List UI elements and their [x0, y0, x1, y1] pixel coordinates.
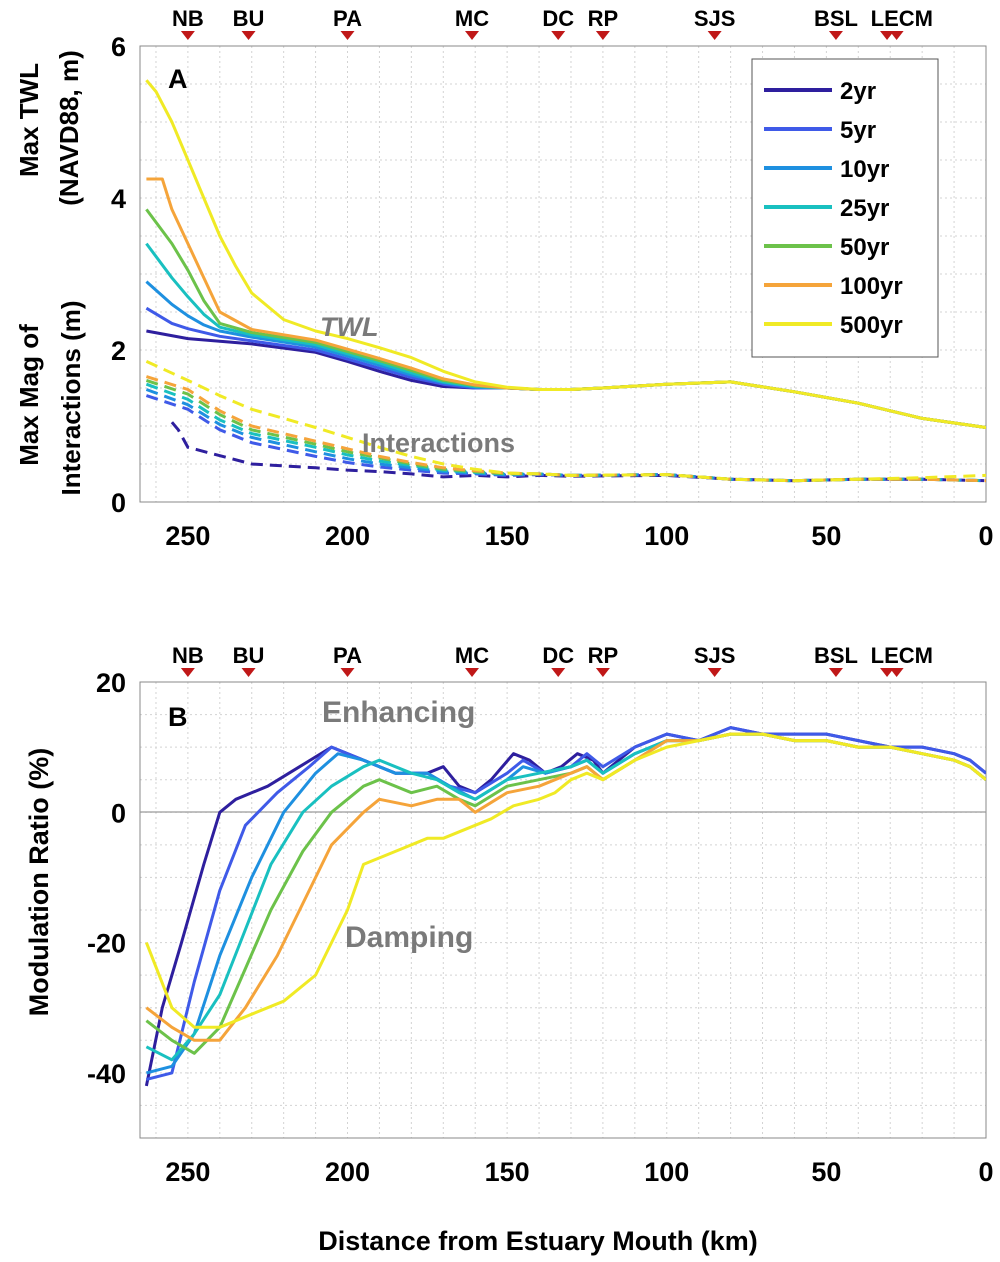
x-tick-label: 50	[811, 521, 841, 551]
ylabel-a-line4: Interactions (m)	[56, 300, 86, 495]
y-tick-label: -20	[87, 929, 126, 959]
station-label: LECM	[871, 643, 933, 668]
x-tick-label: 50	[811, 1157, 841, 1187]
station-label: SJS	[694, 6, 736, 31]
legend-label: 500yr	[840, 312, 903, 339]
station-marker	[340, 668, 355, 677]
station-marker	[889, 31, 904, 40]
y-tick-label: 4	[111, 184, 126, 214]
stations-b: NB BU PA MC DC RP SJS BSL LECM	[172, 643, 933, 677]
x-tick-label: 250	[165, 521, 210, 551]
legend-label: 2yr	[840, 78, 876, 105]
x-tick-label: 100	[644, 521, 689, 551]
station-label: BU	[233, 643, 265, 668]
station-marker	[551, 31, 566, 40]
station-marker	[595, 668, 610, 677]
stations-a: NB BU PA MC DC RP SJS BSL LECM	[172, 6, 933, 40]
station-label: LECM	[871, 6, 933, 31]
station-marker	[889, 668, 904, 677]
legend-label: 10yr	[840, 156, 889, 183]
station-marker	[465, 31, 480, 40]
series-line-5yr	[146, 726, 986, 1081]
series-lines-a	[145, 79, 986, 483]
xlabel-b: Distance from Estuary Mouth (km)	[318, 1226, 758, 1256]
legend-label: 50yr	[840, 234, 889, 261]
station-label: NB	[172, 643, 204, 668]
x-tick-label: 0	[978, 1157, 993, 1187]
station-label: DC	[542, 6, 574, 31]
y-tick-label: 0	[111, 798, 126, 828]
ylabel-b: Modulation Ratio (%)	[24, 748, 54, 1016]
annotation-damping: Damping	[345, 921, 473, 954]
y-tick-label: 2	[111, 336, 126, 366]
series-interactions-2yr	[170, 421, 986, 483]
x-tick-label: 250	[165, 1157, 210, 1187]
station-label: BSL	[814, 6, 858, 31]
y-tick-label: 6	[111, 32, 126, 62]
legend-label: 25yr	[840, 195, 889, 222]
x-tick-label: 150	[485, 1157, 530, 1187]
panel-b: 250 200 150 100 50 0 -40 -20 0 20 NB BU PA MC DC RP SJS…	[24, 643, 994, 1256]
ticks-b: 250 200 150 100 50 0 -40 -20 0 20	[87, 668, 994, 1187]
station-marker	[180, 31, 195, 40]
station-label: MC	[455, 6, 489, 31]
station-marker	[465, 668, 480, 677]
plot-area-a-frame	[139, 45, 987, 503]
station-marker	[241, 31, 256, 40]
annotation-twl: TWL	[320, 312, 378, 342]
y-tick-label: 0	[111, 488, 126, 518]
x-tick-label: 0	[978, 521, 993, 551]
station-label: NB	[172, 6, 204, 31]
annotation-interactions: Interactions	[362, 428, 515, 458]
plot-area-b-frame	[139, 681, 987, 1139]
station-label: RP	[588, 6, 619, 31]
station-marker	[880, 31, 895, 40]
y-tick-label: -40	[87, 1059, 126, 1089]
y-tick-label: 20	[96, 668, 126, 698]
station-label: RP	[588, 643, 619, 668]
station-marker	[880, 668, 895, 677]
station-label: DC	[542, 643, 574, 668]
ticks-a: 250 200 150 100 50 0 0 2 4 6	[111, 32, 994, 551]
station-marker	[551, 668, 566, 677]
station-label: PA	[333, 6, 362, 31]
station-label: BSL	[814, 643, 858, 668]
station-label: SJS	[694, 643, 736, 668]
station-label: MC	[455, 643, 489, 668]
panel-label-b: B	[168, 702, 188, 732]
station-label: BU	[233, 6, 265, 31]
panel-label-a: A	[168, 64, 188, 94]
station-marker	[340, 31, 355, 40]
station-marker	[707, 668, 722, 677]
station-marker	[828, 668, 843, 677]
ylabel-a-line3: Max Mag of	[14, 324, 44, 466]
series-twl-500yr	[145, 79, 986, 429]
x-tick-label: 200	[325, 521, 370, 551]
grid-b	[140, 682, 987, 1138]
station-marker	[828, 31, 843, 40]
station-label: PA	[333, 643, 362, 668]
station-marker	[595, 31, 610, 40]
station-marker	[241, 668, 256, 677]
x-tick-label: 100	[644, 1157, 689, 1187]
ylabel-a-line2: (NAVD88, m)	[54, 50, 84, 206]
series-lines-b	[144, 726, 986, 1087]
station-marker	[707, 31, 722, 40]
series-line-500yr	[145, 732, 986, 1029]
legend: 2yr 5yr 10yr 25yr 50yr 100yr 500yr	[751, 58, 939, 358]
x-tick-label: 200	[325, 1157, 370, 1187]
panel-a: 250 200 150 100 50 0 0 2 4 6 NB BU PA MC DC RP SJS BSL LE…	[14, 6, 994, 551]
station-marker	[180, 668, 195, 677]
x-tick-label: 150	[485, 521, 530, 551]
ylabel-a-line1: Max TWL	[14, 63, 44, 177]
annotation-enhancing: Enhancing	[322, 696, 475, 729]
series-interactions-500yr	[145, 360, 986, 483]
legend-label: 100yr	[840, 273, 903, 300]
legend-label: 5yr	[840, 117, 876, 144]
